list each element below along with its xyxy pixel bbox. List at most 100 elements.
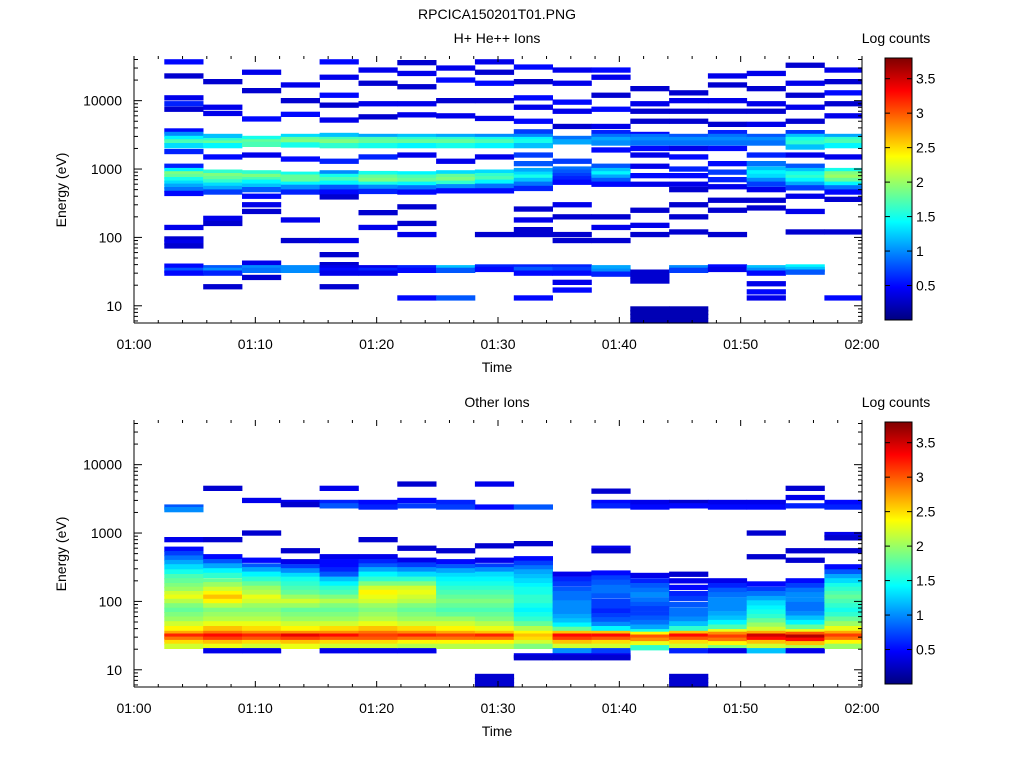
- heatmap-cell: [164, 636, 204, 642]
- heatmap-cell: [552, 173, 592, 179]
- heatmap-cell: [203, 612, 243, 618]
- heatmap-cell: [824, 630, 863, 637]
- heatmap-cell: [591, 633, 631, 639]
- heatmap-cell: [280, 603, 320, 609]
- heatmap-cell: [242, 116, 282, 122]
- heatmap-cell: [164, 594, 204, 600]
- heatmap-cell: [474, 543, 515, 549]
- heatmap-cell: [319, 158, 359, 164]
- heatmap-cell: [785, 606, 825, 612]
- heatmap-cell: [358, 188, 398, 195]
- heatmap-cell: [358, 101, 398, 107]
- heatmap-cell: [513, 161, 553, 167]
- heatmap-cell: [436, 158, 476, 164]
- heatmap-cell: [280, 559, 320, 565]
- heatmap-cell: [746, 267, 786, 273]
- heatmap-cell: [552, 630, 592, 637]
- heatmap-cell: [630, 108, 670, 114]
- heatmap-cell: [707, 592, 748, 598]
- heatmap-cell: [669, 309, 709, 316]
- heatmap-cell: [824, 535, 863, 541]
- x-tick-label: 02:00: [844, 336, 879, 352]
- heatmap-cell: [785, 611, 825, 617]
- heatmap-cell: [591, 603, 631, 609]
- heatmap-cell: [319, 616, 359, 622]
- heatmap-cell: [552, 139, 592, 145]
- heatmap-cell: [397, 189, 437, 195]
- heatmap-cell: [164, 224, 204, 231]
- y-tick-label: 1000: [91, 525, 122, 541]
- heatmap-cell: [513, 174, 553, 180]
- heatmap-cell: [785, 583, 825, 589]
- heatmap-cell: [397, 607, 437, 613]
- heatmap-cell: [436, 594, 476, 600]
- heatmap-cell: [203, 572, 243, 579]
- heatmap-cell: [707, 121, 748, 127]
- heatmap-cell: [164, 59, 204, 65]
- heatmap-cell: [746, 270, 786, 276]
- heatmap-cell: [591, 237, 631, 244]
- heatmap-cell: [280, 548, 320, 554]
- heatmap-cell: [203, 173, 243, 179]
- heatmap-cell: [591, 92, 631, 98]
- heatmap-cell: [552, 169, 592, 175]
- heatmap-cell: [242, 135, 282, 142]
- heatmap-cell: [669, 503, 709, 509]
- heatmap-cell: [164, 574, 204, 580]
- heatmap-cell: [552, 618, 592, 624]
- heatmap-cell: [474, 80, 515, 86]
- heatmap-cell: [591, 613, 631, 619]
- heatmap-cell: [824, 591, 863, 597]
- heatmap-cell: [746, 648, 786, 654]
- heatmap-cell: [164, 73, 204, 79]
- heatmap-cell: [707, 641, 748, 647]
- heatmap-cell: [746, 630, 786, 637]
- heatmap-cell: [591, 503, 631, 509]
- heatmap-cells: [164, 59, 863, 324]
- y-axis-label: Energy (eV): [53, 153, 69, 228]
- heatmap-cell: [397, 497, 437, 504]
- heatmap-cell: [164, 183, 204, 189]
- heatmap-cell: [436, 173, 476, 180]
- heatmap-cell: [358, 504, 398, 510]
- y-tick-label: 10000: [83, 93, 122, 109]
- colorbar-tick-label: 3.5: [916, 435, 936, 451]
- heatmap-cell: [785, 624, 825, 630]
- heatmap-cell: [203, 133, 243, 140]
- heatmap-cell: [203, 169, 243, 175]
- heatmap-cell: [436, 65, 476, 71]
- heatmap-cell: [474, 581, 515, 587]
- heatmap-cell: [397, 185, 437, 191]
- heatmap-cell: [824, 504, 863, 510]
- heatmap-cell: [785, 619, 825, 626]
- heatmap-cell: [669, 633, 709, 639]
- x-axis-label: Time: [482, 359, 513, 375]
- heatmap-cell: [552, 636, 592, 642]
- heatmap-cell: [436, 188, 476, 194]
- y-axis-label: Energy (eV): [53, 517, 69, 592]
- heatmap-cell: [474, 169, 515, 175]
- heatmap-cell: [591, 214, 631, 220]
- heatmap-cell: [474, 567, 515, 573]
- heatmap-cell: [630, 118, 670, 124]
- heatmap-cell: [474, 589, 515, 596]
- heatmap-cell: [203, 104, 243, 110]
- heatmap-cell: [203, 633, 243, 639]
- x-tick-label: 01:40: [602, 336, 637, 352]
- heatmap-cell: [474, 557, 515, 563]
- heatmap-cell: [746, 281, 786, 287]
- heatmap-cell: [280, 639, 320, 646]
- heatmap-cell: [552, 609, 592, 615]
- heatmap-cell: [746, 181, 786, 187]
- heatmap-cell: [630, 152, 670, 158]
- heatmap-cell: [397, 481, 437, 487]
- heatmap-cell: [358, 639, 398, 646]
- heatmap-cell: [824, 612, 863, 618]
- heatmap-cell: [513, 206, 553, 212]
- heatmap-cell: [824, 603, 863, 609]
- heatmap-cell: [746, 618, 786, 624]
- heatmap-cell: [707, 98, 748, 104]
- heatmap-cell: [513, 636, 553, 642]
- heatmap-cell: [707, 583, 748, 589]
- heatmap-cell: [319, 177, 359, 183]
